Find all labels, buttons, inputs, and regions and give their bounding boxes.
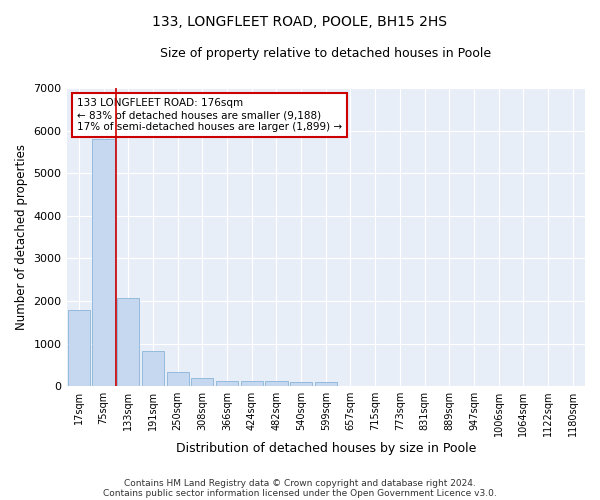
Bar [290, 382, 312, 386]
Y-axis label: Number of detached properties: Number of detached properties [15, 144, 28, 330]
Bar [265, 382, 287, 386]
Bar [216, 381, 238, 386]
Bar [142, 351, 164, 386]
Text: 133 LONGFLEET ROAD: 176sqm
← 83% of detached houses are smaller (9,188)
17% of s: 133 LONGFLEET ROAD: 176sqm ← 83% of deta… [77, 98, 342, 132]
Text: Contains HM Land Registry data © Crown copyright and database right 2024.: Contains HM Land Registry data © Crown c… [124, 478, 476, 488]
Bar [167, 372, 189, 386]
Bar [241, 382, 263, 386]
Bar [117, 298, 139, 386]
Bar [314, 382, 337, 386]
Bar [191, 378, 214, 386]
Bar [68, 310, 90, 386]
X-axis label: Distribution of detached houses by size in Poole: Distribution of detached houses by size … [176, 442, 476, 455]
Text: 133, LONGFLEET ROAD, POOLE, BH15 2HS: 133, LONGFLEET ROAD, POOLE, BH15 2HS [152, 15, 448, 29]
Title: Size of property relative to detached houses in Poole: Size of property relative to detached ho… [160, 48, 491, 60]
Text: Contains public sector information licensed under the Open Government Licence v3: Contains public sector information licen… [103, 488, 497, 498]
Bar [92, 139, 115, 386]
